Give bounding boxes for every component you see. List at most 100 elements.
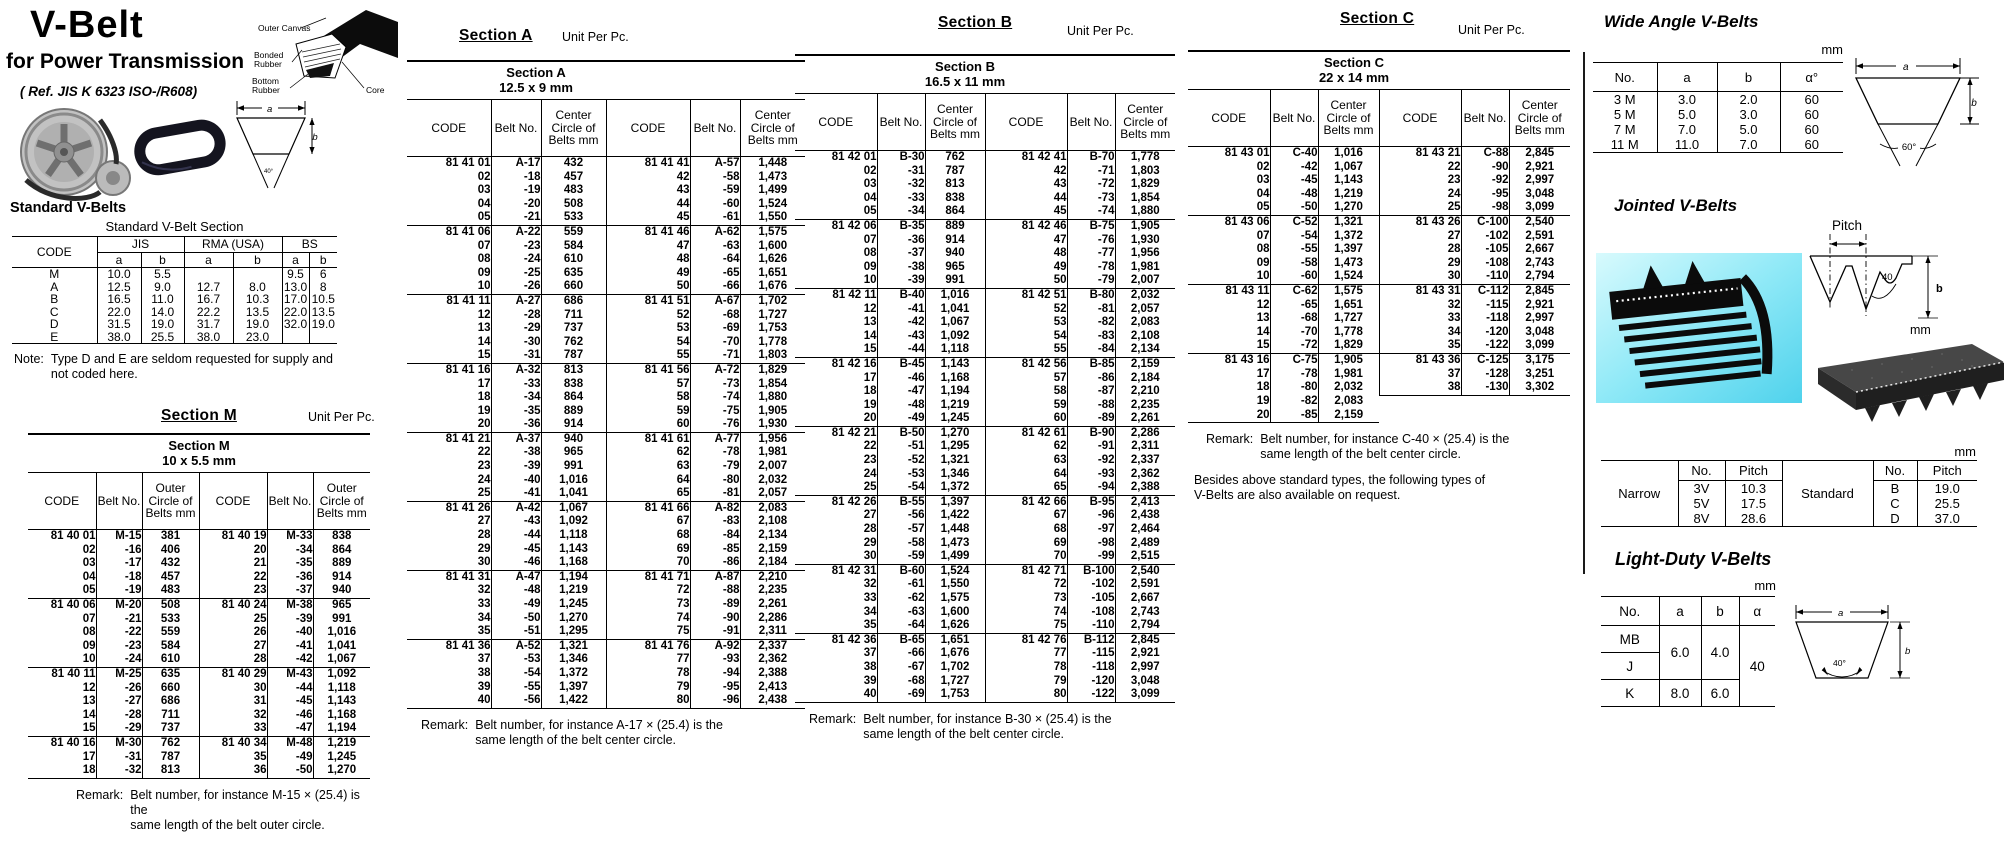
table-row: 81 43 11 C-62 1,575 81 43 31 C-112 2,845 [1188,284,1571,299]
cell: 1,981 [1114,260,1176,275]
cell: 58 [605,391,690,405]
cell: 80 [605,694,690,709]
cell: 914 [924,233,985,248]
cell: 18 [28,764,96,779]
cell: -93 [689,653,740,667]
cell: 1,676 [739,280,806,295]
cell: -95 [1460,187,1509,202]
cell: 1,575 [739,225,806,240]
cell: -32 [876,178,925,192]
cell: -73 [689,377,740,392]
cell: 45 [605,211,690,226]
table-row: 03 -17 432 21 -35 889 [28,557,371,571]
cell: -54 [876,481,925,496]
cell: -29 [95,722,142,737]
cell: -94 [1066,481,1115,496]
cell: 68 [605,529,690,543]
cell: 1,981 [739,446,806,461]
cell: 1,194 [540,570,606,585]
table-row: 08 -24 610 48 -64 1,626 [407,253,806,267]
light-duty-heading: Light-Duty V-Belts [1615,549,1772,569]
cell: 19.0 [308,318,338,331]
page-title: V-Belt [30,4,144,46]
cell [281,330,310,344]
table-row: 81 40 11 M-25 635 81 40 29 M-43 1,092 [28,667,371,682]
cell: -77 [1066,247,1115,261]
cell: -65 [689,266,740,281]
dim-b-label: b [312,132,317,143]
cell: 1,143 [1317,174,1379,188]
cell: 838 [540,377,606,392]
section-m-remark: Remark: Belt number, for instance M-15 ×… [76,787,360,832]
cell: -29 [490,322,541,336]
cell: -32 [95,764,142,779]
wide-angle-diagram: a b 60° [1854,58,1979,167]
cell: C-88 [1460,146,1509,161]
cogged-belt-photo [1818,344,2004,422]
cell: 07 [82,612,96,625]
dim-b-label: b [1936,283,1943,295]
cell: 1,448 [924,523,985,537]
cell: -80 [689,473,740,488]
cell: 13.5 [232,305,283,318]
cell: 2,159 [1114,357,1176,372]
cell: 1,092 [540,515,606,530]
cell: -53 [490,653,541,667]
cell: 1,092 [312,667,371,682]
table-row: 81 42 01 B-30 762 81 42 41 B-70 1,778 [795,150,1176,165]
table-row: 14 -28 711 32 -46 1,168 [28,708,371,723]
cell: -89 [689,598,740,612]
cell: M-33 [266,529,313,544]
cell: -26 [95,681,142,696]
cell: 69 [984,536,1067,551]
table-row: 10 -60 1,524 30 -110 2,794 [1188,270,1571,285]
cell: 05 [28,584,96,599]
cell: M-15 [95,529,142,544]
cell: 81 41 06 [445,225,491,238]
cell: 1,397 [924,495,985,510]
cell: C-100 [1460,215,1509,230]
cell: 12 [1256,298,1270,311]
wide-angle-heading: Wide Angle V-Belts [1604,12,1759,31]
table-row: 17 -78 1,981 37 -128 3,251 [1188,367,1571,382]
cell: 81 42 36 [831,633,877,646]
cell: 78 [984,660,1067,675]
cell: 40 [795,688,877,703]
cell: 1,295 [924,440,985,455]
cell: B-95 [1066,495,1115,510]
cell: 03 [1256,174,1270,187]
cell: -60 [1269,270,1318,285]
cell: M [49,267,60,281]
cell: 2,286 [739,611,806,626]
table-row: 08 -37 940 48 -77 1,956 [795,247,1176,261]
cell: 2,032 [739,473,806,488]
cell: 26 [198,626,267,640]
table-row: C 22.0 14.0 22.2 13.5 22.0 13.5 [12,305,338,318]
cell: -122 [1066,688,1115,703]
cell: 711 [540,308,606,323]
cell: -108 [1066,605,1115,620]
table-row: 38 -67 1,702 78 -118 2,997 [795,660,1176,675]
cell: 2,057 [739,487,806,502]
cell: 62 [605,446,690,461]
cell: A-72 [689,363,740,378]
cell: 1,168 [540,556,606,571]
table-row: 10 -39 991 50 -79 2,007 [795,274,1176,289]
cell: 508 [141,598,199,613]
table-row: 08 -55 1,397 28 -105 2,667 [1188,243,1571,257]
cell: 81 40 06 [50,598,96,611]
pitch-type-table: Narrow No. Pitch Standard No. Pitch 3V 1… [1601,460,1977,527]
cell: 20 [1188,408,1270,424]
cell: -83 [1066,329,1115,344]
cell: 533 [540,211,606,226]
cell: 432 [141,557,199,571]
cell: 81 41 11 [446,294,491,307]
cell: 1,143 [312,695,371,709]
cell: 81 42 76 [984,633,1067,648]
cell: 483 [540,184,606,198]
panel-divider [1583,52,1585,574]
table-row: 03 -19 483 43 -59 1,499 [407,184,806,198]
cell: 1,524 [924,564,985,579]
cell: -48 [490,584,541,598]
cell: 81 41 61 [605,432,690,447]
